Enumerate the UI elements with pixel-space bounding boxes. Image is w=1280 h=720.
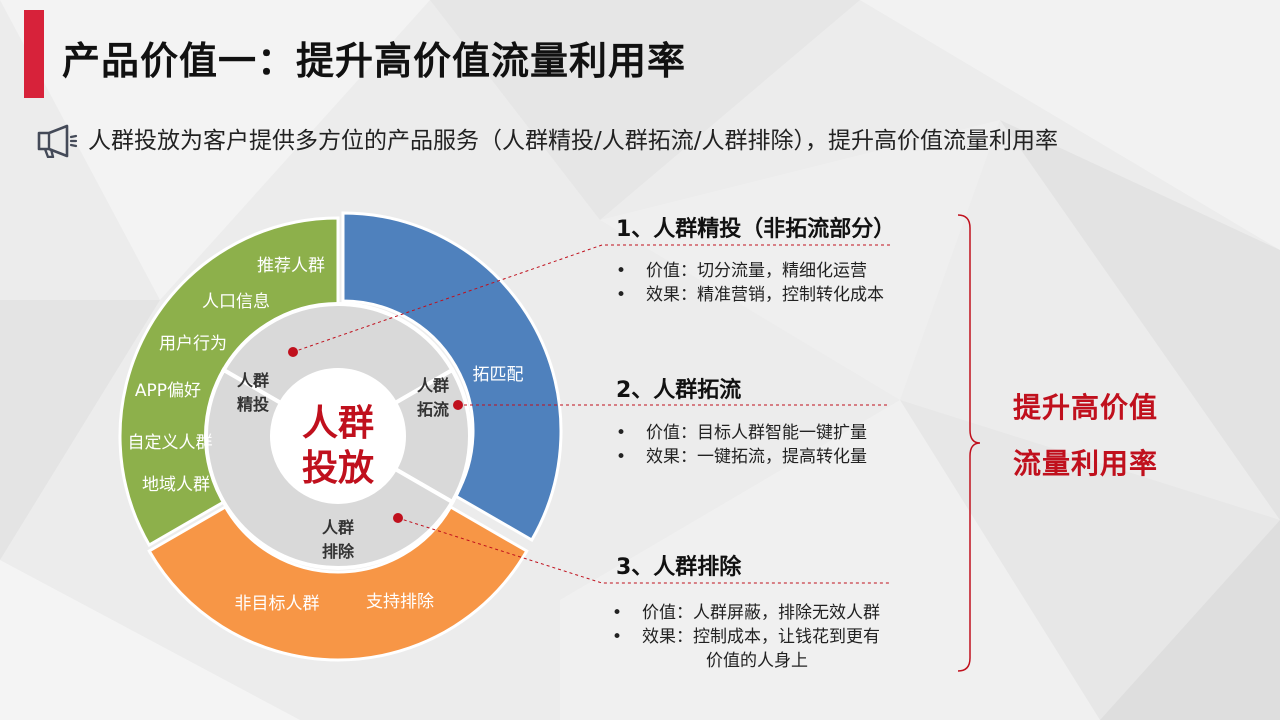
bullet-item: 效果：一键拓流，提高转化量 [612,445,867,469]
result-line-1: 提升高价值 [1013,391,1159,424]
dot-precise [288,347,298,357]
outer-segment-blue [341,211,563,543]
connector-precise [292,244,890,353]
orange-label-exclusion: 支持排除 [366,592,434,612]
bracket [957,214,981,672]
center-label: 人群 投放 [302,403,374,489]
page-title: 产品价值一：提升高价值流量利用率 [62,39,687,83]
green-label-recommended: 推荐人群 [257,256,325,276]
inner-label-exclude-2: 排除 [322,542,355,561]
section-bullets-precise: 价值：切分流量，精细化运营 效果：精准营销，控制转化成本 [612,259,884,307]
green-label-app-preference: APP偏好 [135,381,201,401]
green-label-region: 地域人群 [142,475,210,495]
blue-label-match: 拓匹配 [473,365,524,385]
orange-label-non-target: 非目标人群 [235,594,320,614]
inner-label-expand-1: 人群 [417,376,449,395]
bullet-item: 效果：精准营销，控制转化成本 [612,283,884,307]
section-heading-expand: 2、人群拓流 [616,378,742,403]
dot-expand [453,400,463,410]
outer-ring [118,211,563,662]
section-heading-exclude: 3、人群排除 [616,555,742,580]
inner-label-precise-1: 人群 [237,371,269,390]
megaphone-icon [37,124,78,158]
subtitle: 人群投放为客户提供多方位的产品服务（人群精投/人群拓流/人群排除），提升高价值流… [88,128,1058,154]
inner-label-precise-2: 精投 [237,395,269,414]
inner-ring [204,302,472,570]
bullet-item: 价值：人群屏蔽，排除无效人群 [608,601,880,625]
inner-label-expand-2: 拓流 [417,400,449,419]
center-circle [272,370,404,502]
result-line-2: 流量利用率 [1013,447,1159,480]
outer-segment-orange [147,504,529,662]
section-bullets-expand: 价值：目标人群智能一键扩量 效果：一键拓流，提高转化量 [612,421,867,469]
inner-label-exclude-1: 人群 [322,518,354,537]
green-label-demographics: 人口信息 [202,292,270,312]
section-heading-precise: 1、人群精投（非拓流部分） [616,217,896,242]
bullet-text: 效果：控制成本，让钱花到更有 [642,627,880,647]
green-label-behavior: 用户行为 [159,334,227,354]
dot-exclude [393,513,403,523]
bullet-item: 价值：切分流量，精细化运营 [612,259,884,283]
center-label-line-2: 投放 [302,448,374,489]
bullet-item: 价值：目标人群智能一键扩量 [612,421,867,445]
bullet-continuation: 价值的人身上 [706,651,808,671]
title-accent-bar [24,10,44,98]
green-label-custom: 自定义人群 [128,433,213,453]
center-label-line-1: 人群 [302,403,374,444]
